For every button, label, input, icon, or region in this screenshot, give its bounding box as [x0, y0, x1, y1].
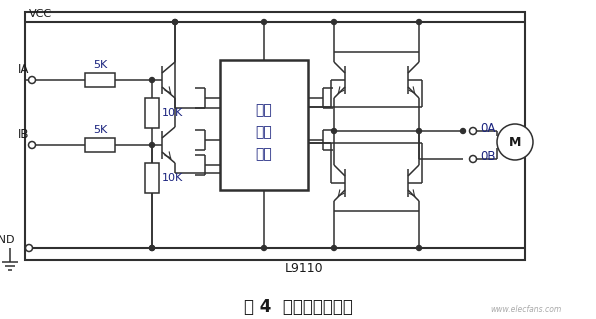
Circle shape	[470, 155, 476, 162]
Text: 5K: 5K	[93, 125, 107, 135]
Circle shape	[150, 246, 154, 250]
Circle shape	[29, 142, 36, 149]
Text: 10K: 10K	[162, 108, 183, 118]
Circle shape	[331, 129, 337, 133]
Text: VCC: VCC	[29, 9, 52, 19]
Circle shape	[26, 244, 33, 251]
Circle shape	[461, 129, 465, 133]
Bar	[145, 163, 159, 193]
Circle shape	[262, 19, 266, 25]
Text: 控制: 控制	[256, 103, 272, 117]
Circle shape	[262, 246, 266, 250]
Circle shape	[331, 246, 337, 250]
Text: M: M	[509, 136, 521, 149]
Circle shape	[150, 143, 154, 147]
Text: 图 4  电机驱动模块图: 图 4 电机驱动模块图	[244, 298, 352, 316]
Text: 0A: 0A	[480, 122, 495, 136]
Text: www.elecfans.com: www.elecfans.com	[491, 305, 561, 314]
Bar	[145, 98, 159, 128]
Bar	[25, 12, 525, 260]
Text: 0B: 0B	[480, 151, 495, 164]
Circle shape	[172, 19, 178, 25]
Circle shape	[150, 78, 154, 83]
Circle shape	[470, 128, 476, 135]
Circle shape	[172, 19, 178, 25]
Text: IA: IA	[18, 63, 29, 76]
Bar	[220, 60, 308, 190]
Bar	[85, 138, 115, 152]
Circle shape	[417, 246, 421, 250]
Circle shape	[417, 19, 421, 25]
Text: L9110: L9110	[285, 262, 323, 275]
Circle shape	[29, 77, 36, 84]
Text: 5K: 5K	[93, 60, 107, 70]
Text: 10K: 10K	[162, 173, 183, 183]
Circle shape	[331, 19, 337, 25]
Text: GND: GND	[0, 235, 15, 245]
Text: IB: IB	[17, 128, 29, 141]
Circle shape	[417, 129, 421, 133]
Text: 电路: 电路	[256, 147, 272, 161]
Circle shape	[150, 246, 154, 250]
Text: 驱动: 驱动	[256, 125, 272, 139]
Bar	[85, 73, 115, 87]
Circle shape	[497, 124, 533, 160]
